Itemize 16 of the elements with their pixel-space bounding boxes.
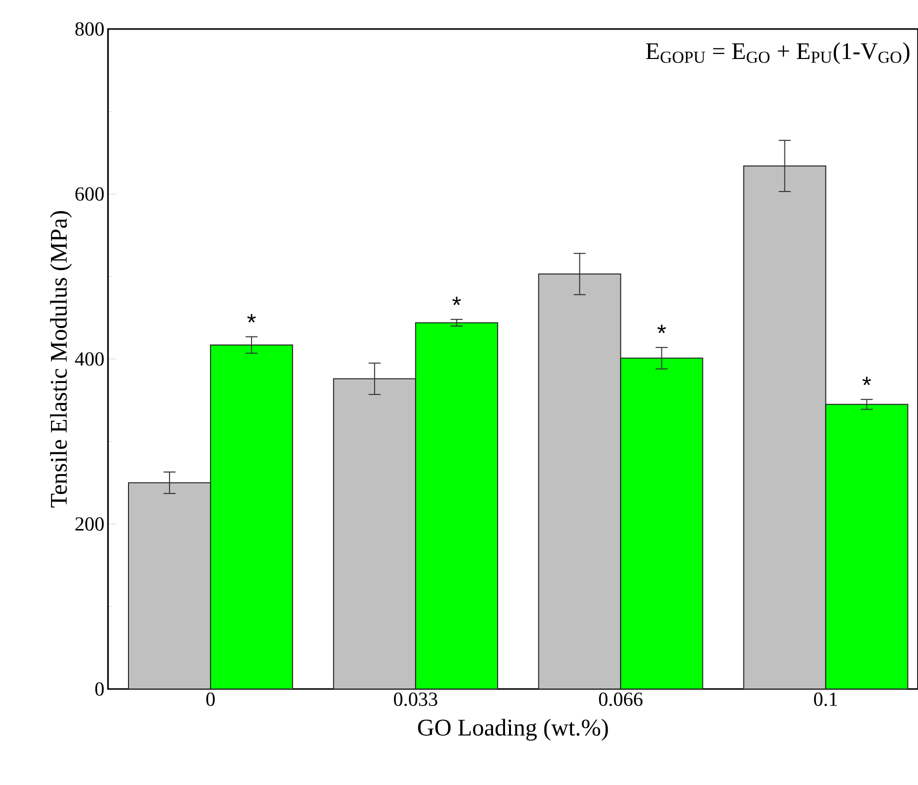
x-tick-label: 0.066: [599, 692, 642, 706]
y-axis-title: Tensile Elastic Modulus (MPa): [50, 211, 72, 508]
y-tick-label: 200: [75, 517, 104, 531]
y-tick-label: 0: [95, 682, 104, 696]
y-tick-label: 400: [74, 352, 104, 366]
x-axis-title: GO Loading (wt.%): [418, 718, 608, 741]
annotation: *: [452, 296, 461, 306]
y-tick-label: 800: [75, 22, 104, 36]
text: E$_{GOPU}$ = E$_{GO}$ + E$_{PU}$(1-V$_{GO}$): [646, 42, 910, 64]
x-tick-label: 0: [206, 692, 215, 706]
x-tick-label: 0.1: [814, 692, 837, 706]
annotation: *: [247, 314, 256, 322]
y-tick-label: 600: [75, 187, 104, 201]
x-tick-label: 0.033: [394, 692, 438, 706]
annotation: *: [657, 324, 666, 334]
annotation: *: [862, 376, 872, 386]
